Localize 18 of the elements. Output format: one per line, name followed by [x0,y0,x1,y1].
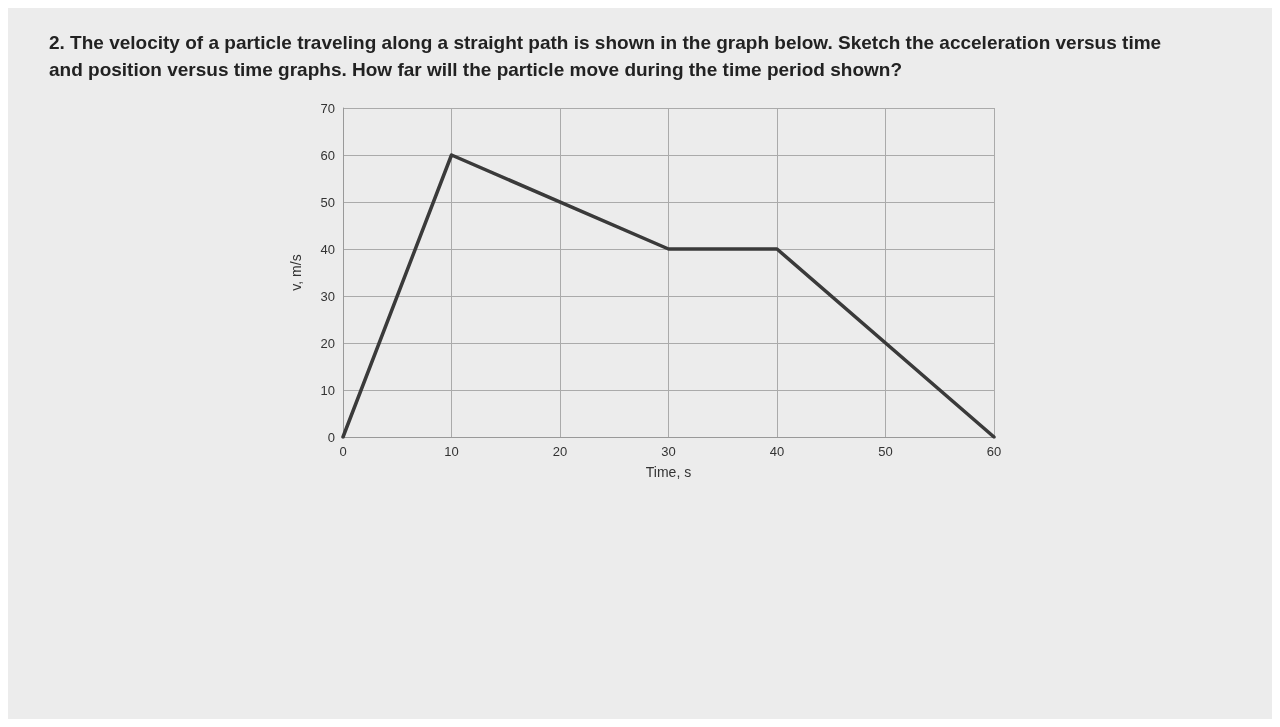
y-tick-label: 60 [320,147,335,163]
x-tick-label: 10 [444,444,459,459]
y-tick-label: 40 [320,241,335,257]
y-tick-label: 70 [320,100,335,116]
x-tick-label: 40 [769,444,785,459]
x-tick-label: 50 [878,444,893,459]
x-axis-title: Time, s [645,464,692,480]
x-tick-label: 0 [339,444,347,459]
y-tick-label: 10 [320,382,335,398]
y-tick-label: 0 [327,429,335,445]
y-tick-label: 50 [320,194,335,210]
chart-title: 2. The velocity of a particle traveling along a straight path is shown in the graph below. Sketch the acceleration versus time and position versus time graphs. How far will the particle move during the time period shown? [49,32,1167,80]
y-axis-title: v, m/s [288,254,304,291]
x-tick-label: 20 [552,444,568,459]
x-tick-label: 30 [661,444,676,459]
y-tick-label: 30 [320,288,335,304]
x-tick-label: 60 [986,444,1002,459]
y-tick-label: 20 [320,335,335,351]
